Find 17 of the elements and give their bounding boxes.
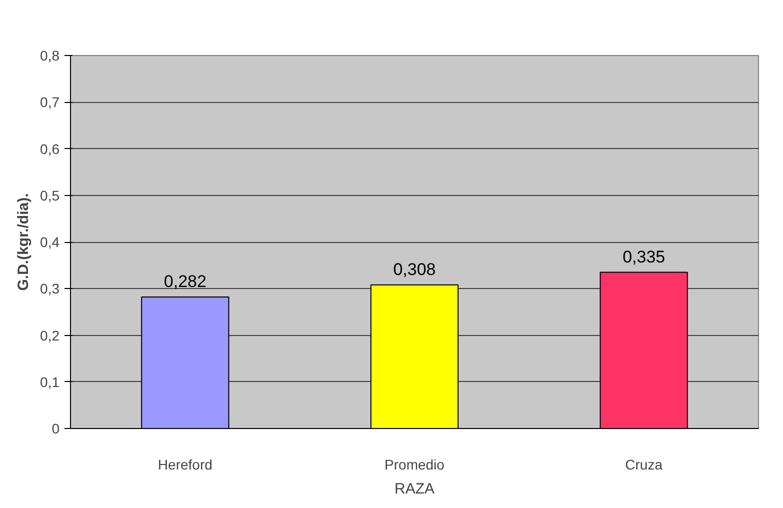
x-tick-label: Hereford xyxy=(158,456,212,472)
y-tick-label: 0,5 xyxy=(40,187,60,204)
data-label: 0,308 xyxy=(393,260,436,279)
y-axis-title: G.D.(kgr./dia). xyxy=(15,193,32,291)
data-label: 0,335 xyxy=(622,247,666,266)
y-tick-label: 0 xyxy=(52,420,60,436)
x-tick-label: Promedio xyxy=(384,456,445,472)
data-label: 0,282 xyxy=(164,272,206,292)
y-tick-label: 0,4 xyxy=(40,234,60,250)
y-tick-label: 0,3 xyxy=(40,280,60,297)
y-tick-label: 0,2 xyxy=(40,327,60,344)
y-tick-label: 0,6 xyxy=(40,140,60,157)
y-tick-label: 0,7 xyxy=(40,94,60,110)
x-tick-label: Cruza xyxy=(625,456,663,472)
y-tick-label: 0,8 xyxy=(40,48,60,64)
y-tick-label: 0,1 xyxy=(40,374,60,390)
x-axis-title: RAZA xyxy=(394,480,435,498)
